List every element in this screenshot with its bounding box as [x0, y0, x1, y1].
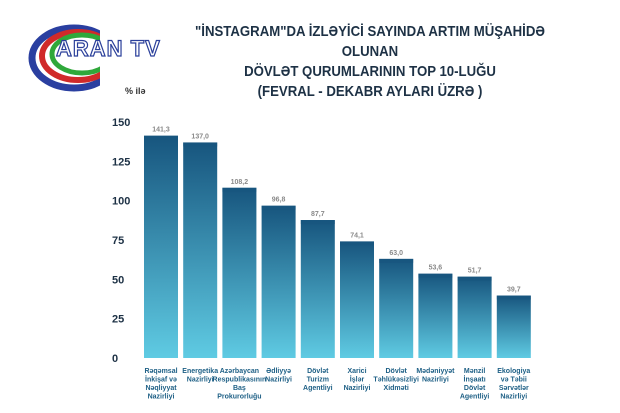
logo-rings-icon	[28, 16, 160, 96]
y-tick-label: 0	[112, 353, 118, 365]
x-tick-label: Agentliyi	[460, 394, 490, 401]
title-line: (FEVRAL - DEKABR AYLARI ÜZRƏ )	[257, 83, 483, 100]
y-tick-label: 100	[112, 196, 130, 208]
bar-cap	[222, 187, 257, 192]
data-label: 39,7	[507, 287, 521, 294]
data-label: 51,7	[468, 268, 482, 275]
bar	[457, 276, 492, 358]
bar-cap	[300, 220, 335, 225]
x-tick-label: İşlər	[350, 376, 365, 384]
x-tick-label: Nazirliyi	[500, 394, 527, 401]
x-tick-label: Sərvətlər	[499, 385, 529, 392]
data-label: 63,0	[389, 250, 403, 257]
x-tick-label: Agentliyi	[303, 385, 333, 392]
bar-cap	[183, 142, 218, 147]
x-tick-label: Nazirliyi	[187, 377, 214, 384]
y-tick-label: 150	[112, 117, 130, 129]
y-tick-label: 25	[112, 314, 124, 326]
x-tick-label: Nazirliyi	[422, 377, 449, 384]
x-tick-label: Turizm	[307, 377, 329, 384]
x-tick-label: Ədliyyə	[266, 368, 291, 375]
bar	[496, 295, 531, 358]
x-tick-label: İnşaatı	[464, 376, 486, 384]
x-tick-label: İnkişaf və	[145, 376, 177, 384]
chart-title: "İNSTAGRAM"DA İZLƏYİCİ SAYINDA ARTIM MÜŞ…	[176, 22, 563, 102]
x-tick-label: Nazirliyi	[265, 377, 292, 384]
x-tick-label: Dövlət	[464, 385, 486, 392]
y-tick-label: 75	[112, 235, 124, 247]
x-tick-label: Nazirliyi	[148, 394, 175, 401]
x-tick-label: Xidməti	[384, 385, 409, 392]
x-tick-label: Xarici	[347, 368, 366, 375]
bar	[222, 187, 257, 358]
x-tick-label: Energetika	[182, 368, 218, 375]
x-tick-label: Nəqliyyat	[145, 385, 177, 392]
x-tick-label: Azərbaycan	[220, 368, 259, 375]
title-line: DÖVLƏT QURUMLARININ TOP 10-LUĞU	[244, 63, 496, 80]
bar-cap	[418, 273, 453, 278]
bar-cap	[496, 295, 531, 300]
data-label: 74,1	[350, 232, 364, 239]
bar	[261, 205, 296, 358]
x-tick-label: Mənzil	[464, 368, 485, 375]
x-tick-label: Nazirliyi	[344, 385, 371, 392]
logo-text: ARAN TV	[55, 35, 161, 61]
data-label: 53,6	[429, 265, 443, 272]
data-label: 96,8	[272, 197, 286, 204]
bar	[340, 241, 374, 358]
x-tick-label: Mədəniyyət	[416, 368, 455, 375]
bar	[183, 142, 218, 358]
bar-cap	[340, 241, 374, 246]
x-tick-label: Prokurorluğu	[217, 394, 261, 401]
x-tick-label: Dövlət	[307, 368, 329, 375]
y-tick-label: 50	[112, 274, 124, 286]
y-tick-label: 125	[112, 156, 130, 168]
bar	[144, 135, 178, 358]
data-label: 87,7	[311, 211, 325, 218]
bar-cap	[261, 205, 296, 210]
x-tick-label: Dövlət	[385, 368, 407, 375]
x-tick-label: və Təbii	[501, 377, 527, 384]
data-label: 108,2	[231, 179, 249, 186]
bar-cap	[144, 135, 178, 140]
x-tick-label: Rəqəmsal	[144, 368, 177, 375]
x-tick-label: Ekologiya	[497, 368, 530, 375]
bar-cap	[379, 258, 414, 263]
bar	[379, 258, 414, 358]
bar	[418, 273, 453, 358]
bar-cap	[457, 276, 492, 281]
x-tick-label: Baş	[233, 385, 246, 392]
data-label: 137,0	[191, 133, 209, 140]
y-axis-label: % ilə	[125, 86, 146, 96]
x-tick-label: Təhlükəsizliyi	[373, 377, 419, 384]
bar	[300, 220, 335, 358]
aran-tv-logo	[22, 16, 160, 96]
title-line: "İNSTAGRAM"DA İZLƏYİCİ SAYINDA ARTIM MÜŞ…	[195, 23, 545, 60]
x-tick-label: Respublikasının	[213, 377, 267, 384]
data-label: 141,3	[152, 127, 170, 134]
